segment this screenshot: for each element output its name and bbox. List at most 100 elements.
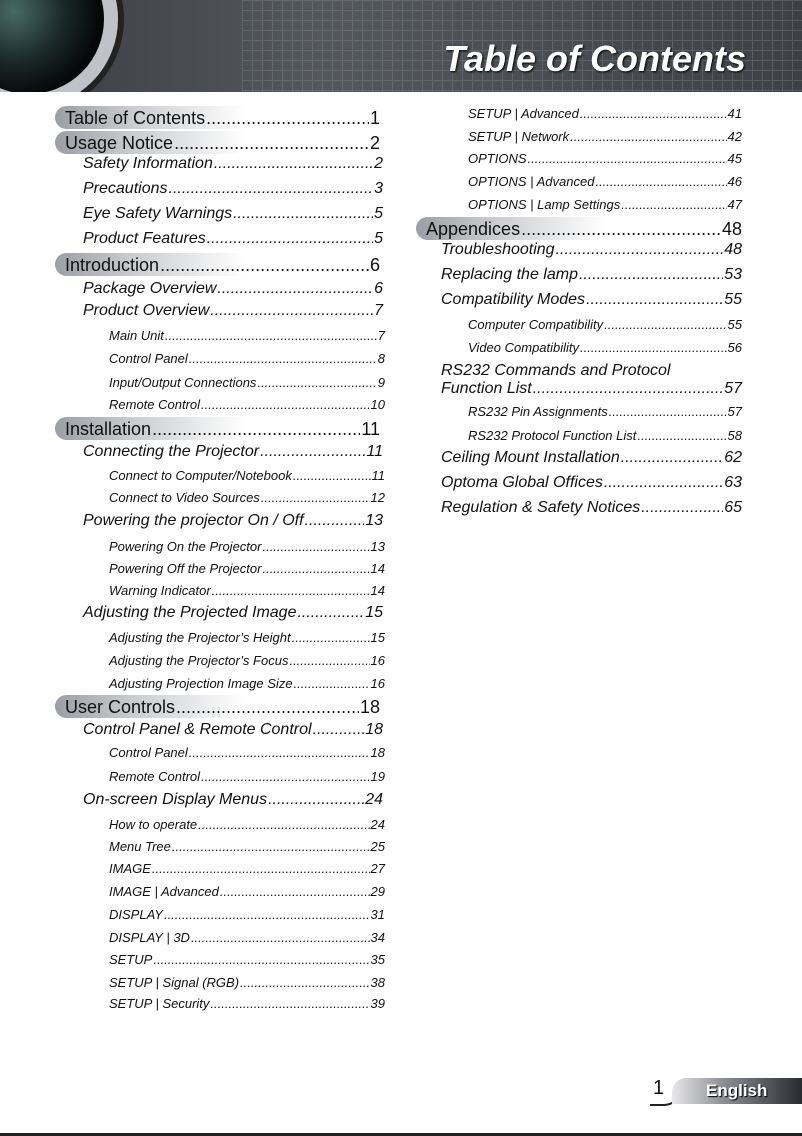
toc-entry-page: 29 (370, 884, 385, 900)
toc-entry[interactable]: Safety Information 2 (83, 155, 383, 173)
toc-entry[interactable]: Powering On the Projector 13 (109, 539, 385, 554)
toc-entry[interactable]: Replacing the lamp 53 (441, 266, 742, 284)
toc-entry[interactable]: Computer Compatibility 55 (468, 317, 742, 332)
dot-leader (313, 721, 365, 739)
toc-entry[interactable]: Remote Control 19 (109, 769, 385, 784)
toc-entry[interactable]: Adjusting the Projector’s Height 15 (109, 630, 385, 645)
toc-entry[interactable]: SETUP 35 (109, 952, 385, 967)
toc-entry-title: Appendices (426, 219, 521, 240)
dot-leader (521, 218, 721, 240)
toc-entry[interactable]: RS232 Pin Assignments 57 (468, 404, 742, 419)
dot-leader (580, 340, 726, 355)
toc-entry[interactable]: Control Panel & Remote Control 18 (83, 721, 383, 739)
toc-entry[interactable]: Package Overview 6 (83, 280, 383, 298)
toc-entry-page: 18 (370, 745, 385, 761)
toc-entry-page: 65 (724, 499, 742, 517)
toc-entry-title: DISPLAY | 3D (109, 930, 190, 946)
dot-leader (191, 930, 370, 945)
toc-entry-title: DISPLAY (109, 907, 163, 923)
toc-entry-title: Powering Off the Projector (109, 561, 262, 577)
toc-entry[interactable]: Powering Off the Projector 14 (109, 561, 385, 576)
toc-entry-title: Adjusting the Projector’s Height (109, 630, 291, 646)
toc-entry[interactable]: Table of Contents 1 (55, 106, 380, 130)
toc-entry[interactable]: RS232 Commands and Protocol (441, 362, 742, 380)
toc-entry[interactable]: Optoma Global Offices 63 (441, 474, 742, 492)
toc-entry[interactable]: Powering the projector On / Off 13 (83, 512, 383, 530)
dot-leader (261, 490, 370, 505)
dot-leader (198, 817, 369, 832)
toc-entry[interactable]: Connecting the Projector 11 (83, 443, 383, 461)
toc-entry-page: 55 (724, 291, 742, 309)
toc-entry[interactable]: OPTIONS | Advanced 46 (468, 174, 742, 189)
toc-entry[interactable]: DISPLAY 31 (109, 907, 385, 922)
toc-entry[interactable]: Warning Indicator 14 (109, 583, 385, 598)
toc-entry[interactable]: DISPLAY | 3D 34 (109, 930, 385, 945)
toc-entry-page: 9 (377, 375, 385, 391)
toc-entry[interactable]: Adjusting the Projected Image 15 (83, 604, 383, 622)
toc-entry-page: 24 (370, 817, 385, 833)
toc-entry[interactable]: RS232 Protocol Function List 58 (468, 428, 742, 443)
toc-entry[interactable]: OPTIONS 45 (468, 151, 742, 166)
toc-entry[interactable]: Video Compatibility 56 (468, 340, 742, 355)
page-number: 1 (653, 1077, 665, 1099)
dot-leader (637, 428, 726, 443)
toc-entry[interactable]: Eye Safety Warnings 5 (83, 205, 383, 223)
toc-entry-title: Compatibility Modes (441, 291, 586, 309)
toc-entry[interactable]: Precautions 3 (83, 180, 383, 198)
toc-entry[interactable]: Regulation & Safety Notices 65 (441, 499, 742, 517)
toc-entry[interactable]: SETUP | Advanced 41 (468, 106, 742, 121)
toc-entry[interactable]: Ceiling Mount Installation 62 (441, 449, 742, 467)
dot-leader (201, 769, 369, 784)
toc-entry[interactable]: Introduction 6 (55, 253, 380, 277)
toc-entry[interactable]: Product Overview 7 (83, 302, 383, 320)
toc-entry[interactable]: SETUP | Network 42 (468, 129, 742, 144)
toc-entry[interactable]: SETUP | Security 39 (109, 996, 385, 1011)
toc-entry-page: 41 (727, 106, 742, 122)
dot-leader (189, 745, 370, 760)
dot-leader (189, 351, 377, 366)
toc-entry[interactable]: Connect to Video Sources 12 (109, 490, 385, 505)
toc-entry-page: 11 (361, 419, 380, 440)
toc-entry[interactable]: Main Unit 7 (109, 328, 385, 343)
toc-entry[interactable]: Troubleshooting 48 (441, 241, 742, 259)
dot-leader (210, 302, 373, 320)
dot-leader (556, 241, 724, 259)
toc-entry[interactable]: User Controls 18 (55, 695, 380, 719)
toc-entry-title: Powering On the Projector (109, 539, 262, 555)
page-title: Table of Contents (443, 38, 746, 79)
toc-entry[interactable]: Remote Control 10 (109, 397, 385, 412)
toc-entry-page: 34 (370, 930, 385, 946)
dot-leader (289, 653, 369, 668)
toc-entry[interactable]: Product Features 5 (83, 230, 383, 248)
toc-entry[interactable]: Adjusting Projection Image Size 16 (109, 676, 385, 691)
dot-leader (152, 861, 370, 876)
toc-entry-page: 6 (369, 255, 380, 276)
toc-entry[interactable]: Menu Tree 25 (109, 839, 385, 854)
toc-entry[interactable]: On-screen Display Menus 24 (83, 791, 383, 809)
toc-entry[interactable]: Appendices 48 (416, 217, 742, 241)
dot-leader (260, 443, 365, 461)
dot-leader (621, 449, 723, 467)
dot-leader (240, 975, 369, 990)
toc-entry[interactable]: Connect to Computer/Notebook 11 (109, 468, 385, 483)
toc-entry[interactable]: Input/Output Connections 9 (109, 375, 385, 390)
toc-entry[interactable]: Usage Notice 2 (55, 131, 380, 155)
toc-entry-title: Video Compatibility (468, 340, 580, 356)
toc-entry[interactable]: Control Panel 8 (109, 351, 385, 366)
toc-entry[interactable]: Function List 57 (441, 380, 742, 398)
toc-entry[interactable]: Adjusting the Projector’s Focus 16 (109, 653, 385, 668)
toc-entry[interactable]: How to operate 24 (109, 817, 385, 832)
toc-entry[interactable]: OPTIONS | Lamp Settings 47 (468, 197, 742, 212)
toc-entry-title: Input/Output Connections (109, 375, 257, 391)
dot-leader (206, 107, 369, 129)
toc-entry[interactable]: IMAGE 27 (109, 861, 385, 876)
dot-leader (207, 230, 373, 248)
toc-entry[interactable]: IMAGE | Advanced 29 (109, 884, 385, 899)
toc-entry[interactable]: Compatibility Modes 55 (441, 291, 742, 309)
dot-leader (586, 291, 723, 309)
toc-entry-title: Installation (65, 419, 152, 440)
dot-leader (174, 132, 369, 154)
toc-entry[interactable]: Control Panel 18 (109, 745, 385, 760)
toc-entry[interactable]: Installation 11 (55, 417, 380, 441)
toc-entry[interactable]: SETUP | Signal (RGB) 38 (109, 975, 385, 990)
